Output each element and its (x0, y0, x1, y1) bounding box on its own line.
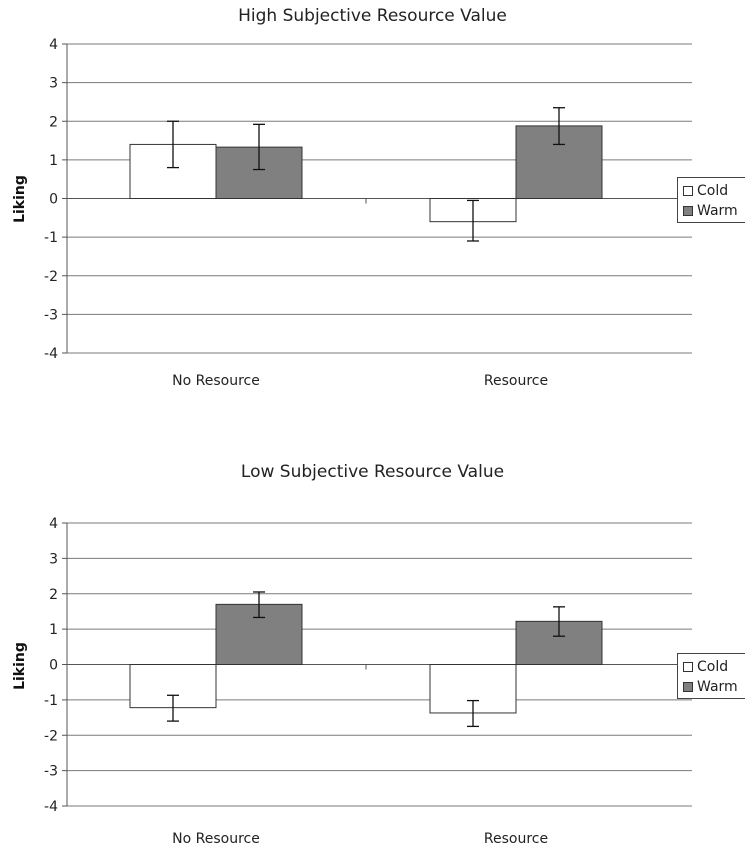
category-label: No Resource (172, 831, 260, 847)
y-tick-label: -1 (44, 230, 58, 246)
y-tick-label: 2 (49, 587, 58, 603)
category-label: Resource (484, 373, 548, 389)
legend: Cold Warm (677, 177, 745, 223)
y-tick-label: 2 (49, 114, 58, 130)
chart-low-value: Low Subjective Resource Value 4 3 2 1 0 -1 -2 -… (0, 448, 745, 867)
legend-item-cold: Cold (683, 657, 745, 677)
legend-swatch-warm (683, 682, 693, 692)
chart-plot: 4 3 2 1 0 -1 -2 -3 -4 No Resource Resource Liking (12, 37, 693, 389)
legend-label-cold: Cold (697, 659, 729, 675)
y-tick-label: 4 (49, 37, 58, 53)
y-tick-label: 3 (49, 551, 58, 567)
legend: Cold Warm (677, 653, 745, 699)
chart-high-value: High Subjective Resource Value 4 3 2 1 0 -1 -2… (0, 0, 745, 400)
y-tick-label: 3 (49, 76, 58, 92)
legend-item-warm: Warm (683, 201, 745, 221)
y-tick-label: 4 (49, 516, 58, 532)
category-label: No Resource (172, 373, 260, 389)
chart-plot: 4 3 2 1 0 -1 -2 -3 -4 No Resource Resource Liking (12, 516, 693, 847)
y-tick-label: -2 (44, 728, 58, 744)
y-tick-label: -3 (44, 307, 58, 323)
y-tick-label: -4 (44, 346, 58, 362)
y-tick-label: -2 (44, 269, 58, 285)
y-tick-label: -3 (44, 764, 58, 780)
y-tick-label: -4 (44, 799, 58, 815)
y-tick-label: 1 (49, 153, 58, 169)
legend-swatch-cold (683, 662, 693, 672)
y-tick-label: 0 (49, 658, 58, 674)
legend-item-cold: Cold (683, 181, 745, 201)
legend-swatch-cold (683, 186, 693, 196)
legend-swatch-warm (683, 206, 693, 216)
y-tick-label: -1 (44, 693, 58, 709)
category-label: Resource (484, 831, 548, 847)
chart-title: High Subjective Resource Value (238, 6, 507, 26)
legend-label-warm: Warm (697, 203, 738, 219)
y-axis-label: Liking (12, 642, 28, 690)
chart-title: Low Subjective Resource Value (240, 462, 505, 482)
y-axis-label: Liking (12, 175, 28, 223)
legend-label-warm: Warm (697, 679, 738, 695)
legend-item-warm: Warm (683, 677, 745, 697)
legend-label-cold: Cold (697, 183, 729, 199)
y-tick-label: 1 (49, 622, 58, 638)
y-tick-label: 0 (49, 192, 58, 208)
